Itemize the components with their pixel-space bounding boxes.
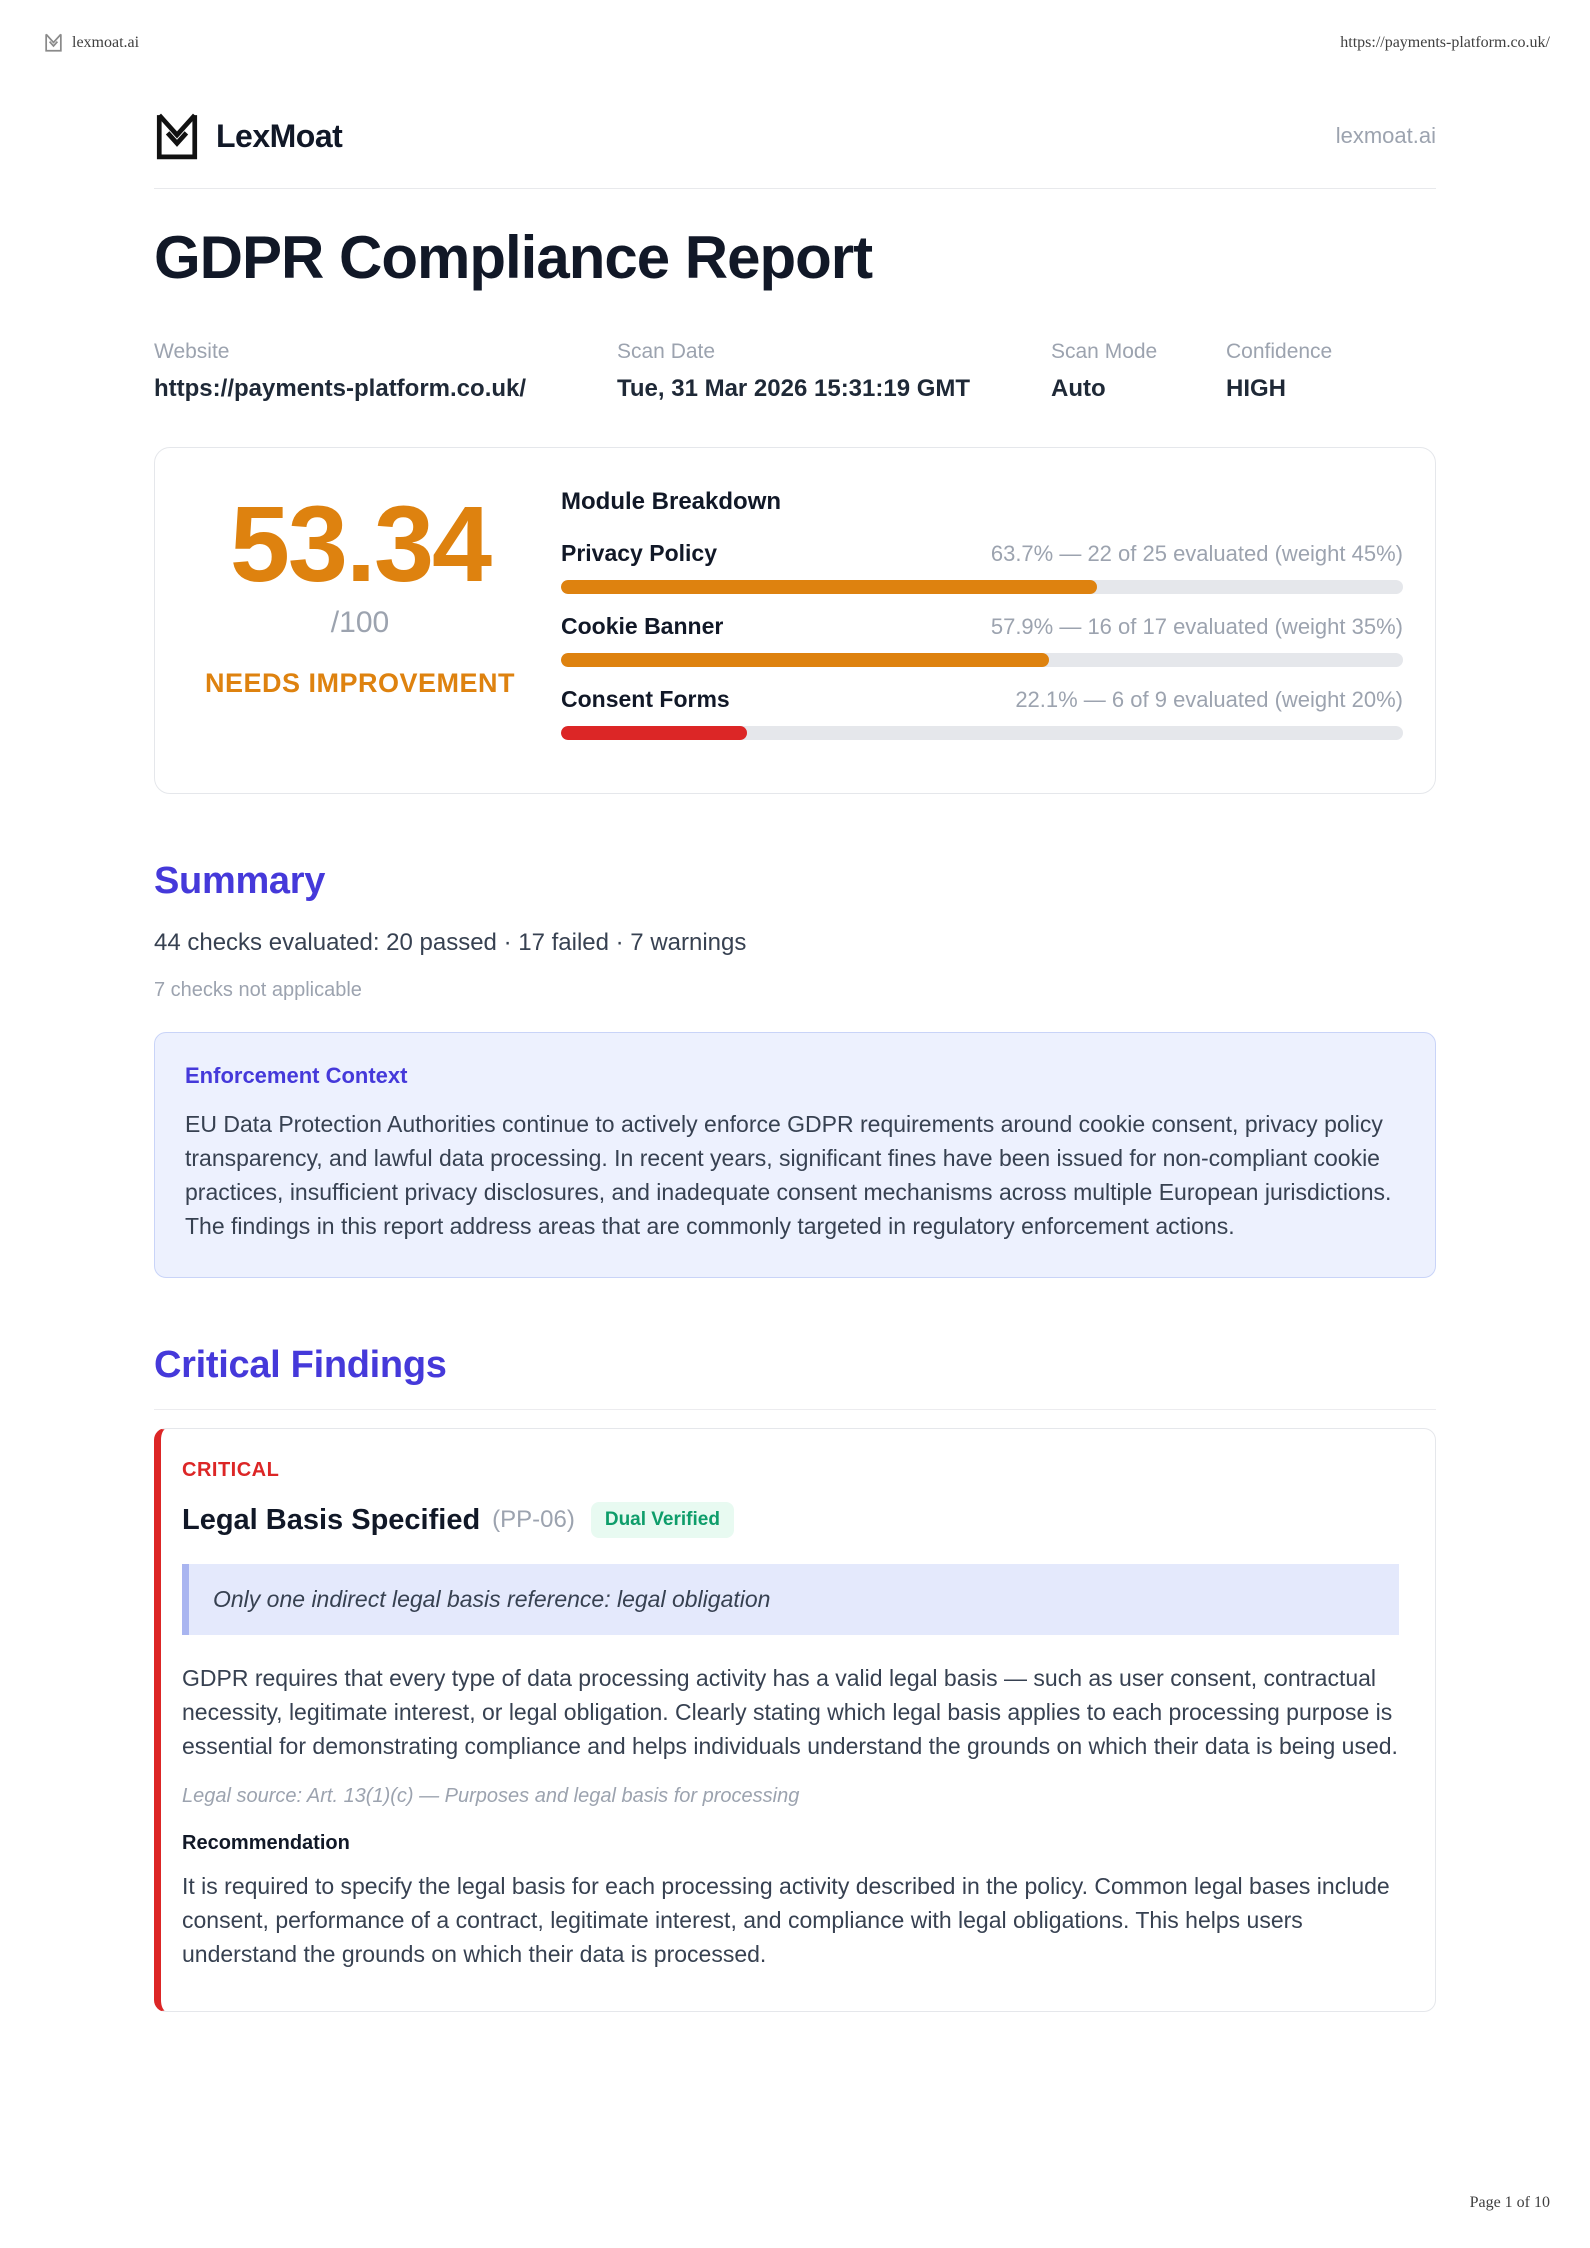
dual-verified-badge: Dual Verified [590, 1502, 734, 1538]
enforcement-context-heading: Enforcement Context [185, 1063, 408, 1088]
finding-legal-source: Legal source: Art. 13(1)(c) — Purposes a… [182, 1785, 800, 1807]
meta-label: Scan Mode [1051, 340, 1158, 363]
score-denominator: /100 [330, 606, 390, 639]
finding-code: (PP-06) [492, 1506, 575, 1533]
module-stats: 63.7% — 22 of 25 evaluated (weight 45%) [990, 541, 1403, 566]
finding-title: Legal Basis Specified [182, 1503, 481, 1536]
module-progress-fill [561, 653, 1049, 667]
enforcement-context-body: EU Data Protection Authorities continue … [185, 1111, 1392, 1239]
meta-value: Auto [1051, 375, 1106, 402]
meta-value: https://payments-platform.co.uk/ [154, 375, 527, 402]
meta-value: HIGH [1226, 375, 1286, 402]
summary-not-applicable: 7 checks not applicable [154, 979, 362, 1001]
recommendation-label: Recommendation [182, 1832, 350, 1854]
meta-scan-mode: Scan Mode Auto [1051, 340, 1226, 403]
meta-label: Scan Date [617, 340, 716, 363]
meta-label: Confidence [1226, 340, 1333, 363]
page-number: Page 1 of 10 [1469, 2194, 1550, 2211]
header-divider [154, 188, 1436, 189]
module-progress-fill [561, 726, 748, 740]
finding-severity-label: CRITICAL [182, 1459, 280, 1481]
brand-name: LexMoat [216, 117, 343, 154]
meta-scan-date: Scan Date Tue, 31 Mar 2026 15:31:19 GMT [617, 340, 1051, 403]
module-row-privacy-policy: Privacy Policy 63.7% — 22 of 25 evaluate… [561, 540, 1403, 594]
module-row-consent-forms: Consent Forms 22.1% — 6 of 9 evaluated (… [561, 686, 1403, 740]
print-header-site: lexmoat.ai [72, 33, 140, 51]
score-value: 53.34 [229, 483, 492, 604]
meta-label: Website [154, 340, 230, 363]
print-footer: Page 1 of 10 [1470, 2194, 1550, 2212]
finding-card: CRITICAL Legal Basis Specified (PP-06) D… [154, 1428, 1436, 2012]
enforcement-context-box: Enforcement Context EU Data Protection A… [154, 1032, 1436, 1278]
module-stats: 57.9% — 16 of 17 evaluated (weight 35%) [990, 614, 1403, 639]
module-name: Consent Forms [561, 686, 730, 712]
critical-findings-divider [154, 1409, 1436, 1410]
module-progress-track [561, 726, 1403, 740]
module-breakdown: Module Breakdown Privacy Policy 63.7% — … [561, 486, 1403, 759]
critical-findings-heading: Critical Findings [154, 1344, 447, 1386]
print-header-url: https://payments-platform.co.uk/ [1340, 33, 1550, 51]
overall-score: 53.34 /100 NEEDS IMPROVEMENT [195, 486, 525, 759]
module-stats: 22.1% — 6 of 9 evaluated (weight 20%) [1015, 687, 1403, 712]
module-progress-fill [561, 580, 1098, 594]
module-progress-track [561, 580, 1403, 594]
meta-value: Tue, 31 Mar 2026 15:31:19 GMT [617, 375, 971, 402]
breakdown-title: Module Breakdown [561, 488, 782, 515]
report-meta: Website https://payments-platform.co.uk/… [154, 340, 1436, 403]
finding-flag-quote: Only one indirect legal basis reference:… [182, 1564, 1399, 1635]
lexmoat-logo-icon [154, 112, 200, 160]
module-name: Cookie Banner [561, 613, 724, 639]
module-row-cookie-banner: Cookie Banner 57.9% — 16 of 17 evaluated… [561, 613, 1403, 667]
module-name: Privacy Policy [561, 540, 717, 566]
summary-heading: Summary [154, 860, 326, 902]
meta-confidence: Confidence HIGH [1226, 340, 1332, 403]
favicon-icon [44, 30, 63, 55]
brand-header: LexMoat lexmoat.ai [154, 112, 1436, 160]
report-page: LexMoat lexmoat.ai GDPR Compliance Repor… [154, 112, 1436, 2012]
score-grade: NEEDS IMPROVEMENT [204, 668, 516, 698]
recommendation-body: It is required to specify the legal basi… [182, 1873, 1390, 1967]
meta-website: Website https://payments-platform.co.uk/ [154, 340, 617, 403]
print-header: lexmoat.ai https://payments-platform.co.… [44, 30, 1550, 55]
finding-description: GDPR requires that every type of data pr… [182, 1665, 1398, 1759]
page-title: GDPR Compliance Report [154, 224, 873, 291]
brand-domain: lexmoat.ai [1335, 123, 1436, 148]
score-card: 53.34 /100 NEEDS IMPROVEMENT Module Brea… [154, 447, 1436, 794]
summary-stats: 44 checks evaluated: 20 passed · 17 fail… [154, 929, 747, 956]
module-progress-track [561, 653, 1403, 667]
